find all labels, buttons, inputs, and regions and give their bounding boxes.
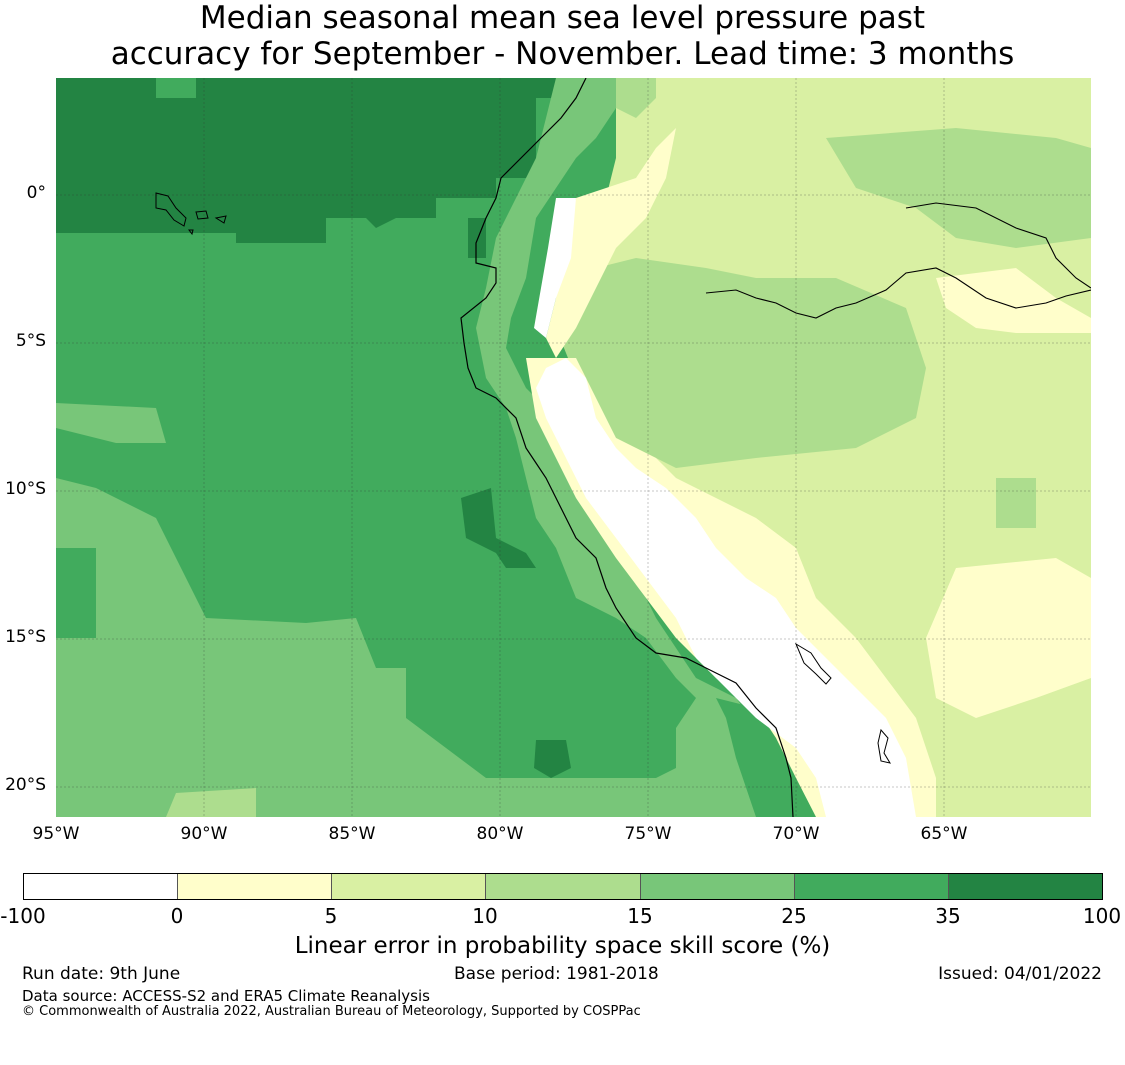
base-period: Base period: 1981-2018 xyxy=(454,964,659,984)
colorbar-tick-25: 25 xyxy=(781,904,807,928)
colorbar-tick-5: 5 xyxy=(324,904,338,928)
issued-date: Issued: 04/01/2022 xyxy=(938,964,1102,984)
lon-label-85W: 85°W xyxy=(328,824,376,844)
gridlines xyxy=(56,78,1091,817)
very-low-skill-patch-southwest xyxy=(166,788,256,817)
colorbar-tick-35: 35 xyxy=(935,904,961,928)
very-low-skill-east-patch xyxy=(936,268,1091,333)
map-title-line-1: Median seasonal mean sea level pressure … xyxy=(199,0,926,36)
data-source: Data source: ACCESS-S2 and ERA5 Climate … xyxy=(22,987,430,1005)
lat-label-15S: 15°S xyxy=(5,627,46,647)
galapagos-islands xyxy=(155,192,227,236)
colorbar-label: Linear error in probability space skill … xyxy=(294,933,831,959)
land-medium-skill-patch-east xyxy=(996,478,1036,528)
colorbar-bin-0-5 xyxy=(178,874,333,899)
map-title: Median seasonal mean sea level pressure … xyxy=(0,0,1125,72)
colorbar xyxy=(23,873,1103,900)
colorbar-bin-15-25 xyxy=(640,874,795,899)
very-low-skill-southeast xyxy=(926,558,1091,718)
copyright-notice: © Commonwealth of Australia 2022, Austra… xyxy=(22,1004,641,1019)
lake-poopo xyxy=(877,728,892,764)
high-skill-patch-coast xyxy=(461,488,536,568)
colorbar-bin-35-100 xyxy=(948,874,1102,899)
lat-label-0: 0° xyxy=(26,183,46,203)
colorbar-bin-neg100-0 xyxy=(24,874,179,899)
colorbar-bin-25-35 xyxy=(794,874,949,899)
lat-label-20S: 20°S xyxy=(5,775,46,795)
no-skill-north-strip xyxy=(534,198,576,338)
lon-label-95W: 95°W xyxy=(32,824,80,844)
land-low-skill-patch-northwest xyxy=(616,78,656,118)
galapagos-island-san-cristobal xyxy=(214,215,227,224)
low-skill-region-southwest xyxy=(56,478,656,817)
colorbar-tick-neg100: -100 xyxy=(0,904,46,928)
lat-label-5S: 5°S xyxy=(15,331,46,351)
high-skill-patch-south xyxy=(534,740,571,778)
lon-label-80W: 80°W xyxy=(476,824,524,844)
land-medium-skill-east xyxy=(826,128,1091,248)
south-america-coastline xyxy=(460,78,794,817)
lon-label-70W: 70°W xyxy=(772,824,820,844)
land-medium-skill-plateau xyxy=(556,258,926,468)
galapagos-island-small xyxy=(188,229,194,236)
colorbar-tick-0: 0 xyxy=(170,904,184,928)
lat-label-10S: 10°S xyxy=(5,479,46,499)
moderate-skill-patch-north xyxy=(156,78,196,98)
lon-label-75W: 75°W xyxy=(624,824,672,844)
land-dark-coastal-band xyxy=(716,698,806,817)
colorbar-bin-10-15 xyxy=(486,874,641,899)
amazon-tributary-north xyxy=(905,202,1091,289)
lon-label-65W: 65°W xyxy=(920,824,968,844)
colorbar-tick-15: 15 xyxy=(627,904,653,928)
run-date: Run date: 9th June xyxy=(22,964,181,984)
very-low-skill-coastal-band xyxy=(546,128,676,358)
galapagos-island-isabela xyxy=(155,192,187,227)
no-skill-coastal-region xyxy=(536,358,916,817)
colorbar-bin-5-10 xyxy=(332,874,487,899)
lake-titicaca xyxy=(794,642,832,685)
low-skill-patch-west xyxy=(56,403,166,443)
high-skill-region-north xyxy=(56,78,556,243)
amazon-river xyxy=(705,267,1091,319)
galapagos-island-santa-cruz xyxy=(195,210,209,220)
lon-label-90W: 90°W xyxy=(180,824,228,844)
map-title-line-2: accuracy for September - November. Lead … xyxy=(110,36,1015,72)
colorbar-tick-10: 10 xyxy=(472,904,498,928)
map-panel[interactable] xyxy=(56,78,1091,817)
skill-score-map xyxy=(56,78,1091,817)
colorbar-tick-100: 100 xyxy=(1082,904,1122,928)
